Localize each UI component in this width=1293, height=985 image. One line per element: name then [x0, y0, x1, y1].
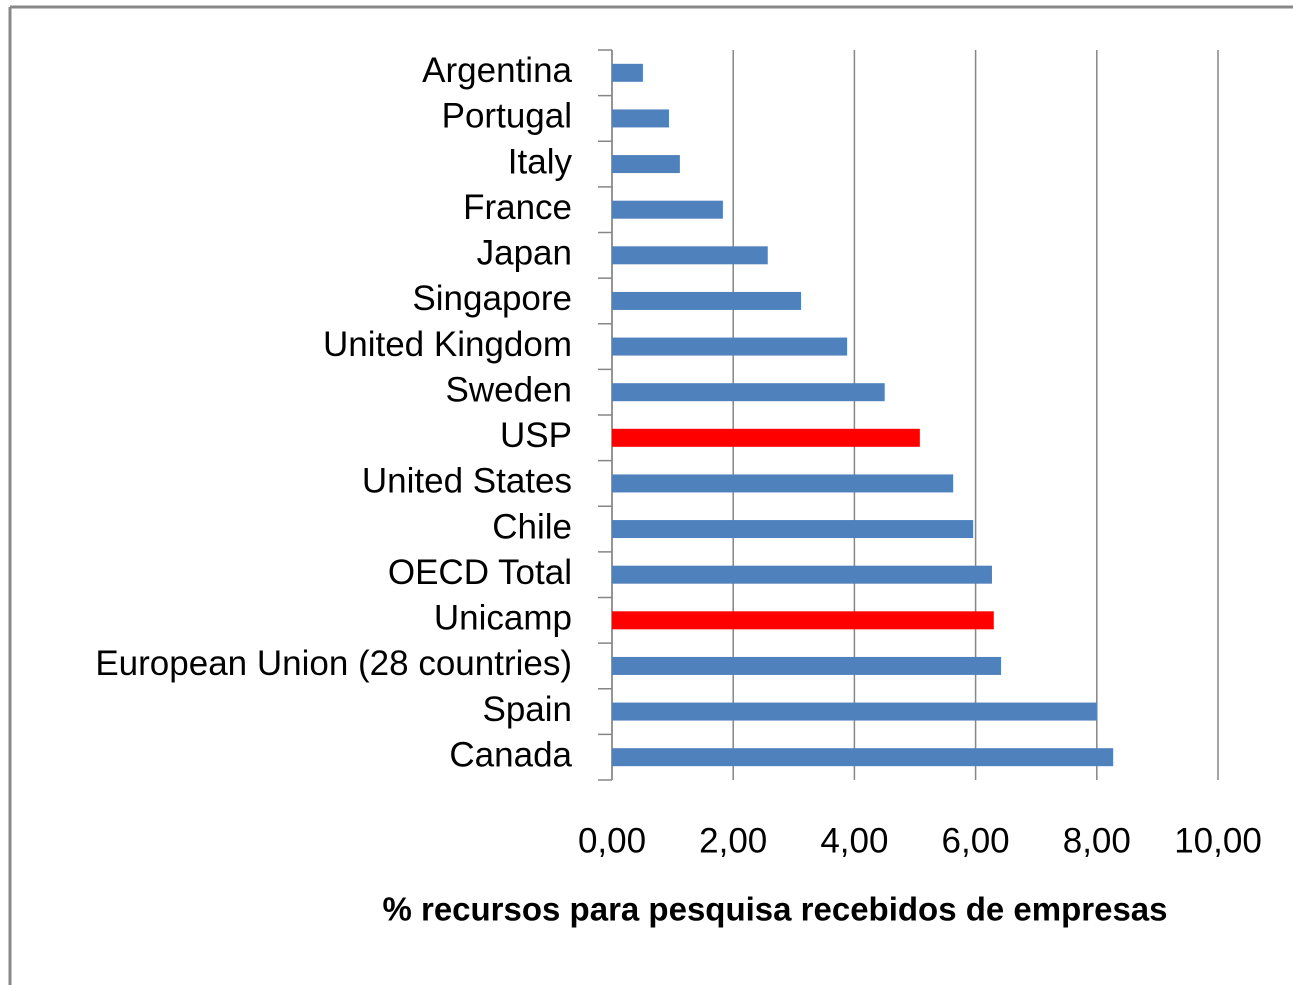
bar [612, 474, 954, 493]
bar [612, 748, 1114, 767]
bar [612, 155, 680, 174]
bar [612, 291, 802, 310]
bar [612, 520, 974, 539]
y-tick-label: Unicamp [434, 599, 572, 638]
y-tick-label: Portugal [442, 97, 572, 136]
x-tick-label: 0,00 [578, 821, 646, 860]
x-tick-label: 6,00 [942, 821, 1010, 860]
y-tick-label: Singapore [412, 279, 572, 318]
y-tick-label: United Kingdom [323, 325, 572, 364]
bar [612, 200, 723, 219]
bar [612, 246, 768, 265]
y-tick-label: European Union (28 countries) [95, 644, 572, 683]
y-tick-label: Spain [482, 690, 572, 729]
y-tick-label: United States [362, 462, 572, 501]
bar [612, 702, 1097, 721]
bar [612, 109, 669, 128]
y-tick-label: France [463, 188, 572, 227]
bar [612, 63, 643, 82]
bar [612, 383, 885, 402]
bar [612, 337, 848, 356]
x-tick-label: 2,00 [699, 821, 767, 860]
bar [612, 428, 920, 447]
x-tick-label: 4,00 [820, 821, 888, 860]
y-tick-label: USP [500, 416, 572, 455]
y-tick-label: OECD Total [388, 553, 572, 592]
bar [612, 611, 994, 630]
y-tick-label: Argentina [422, 51, 572, 90]
x-tick-label: 10,00 [1174, 821, 1262, 860]
y-tick-label: Sweden [446, 370, 572, 409]
y-tick-label: Japan [477, 234, 572, 273]
x-tick-label: 8,00 [1063, 821, 1131, 860]
x-axis-label: % recursos para pesquisa recebidos de em… [382, 891, 1167, 928]
y-tick-label: Chile [492, 507, 572, 546]
y-tick-label: Canada [449, 735, 572, 774]
bar [612, 656, 1002, 675]
bar [612, 565, 992, 584]
y-tick-label: Italy [508, 142, 573, 181]
